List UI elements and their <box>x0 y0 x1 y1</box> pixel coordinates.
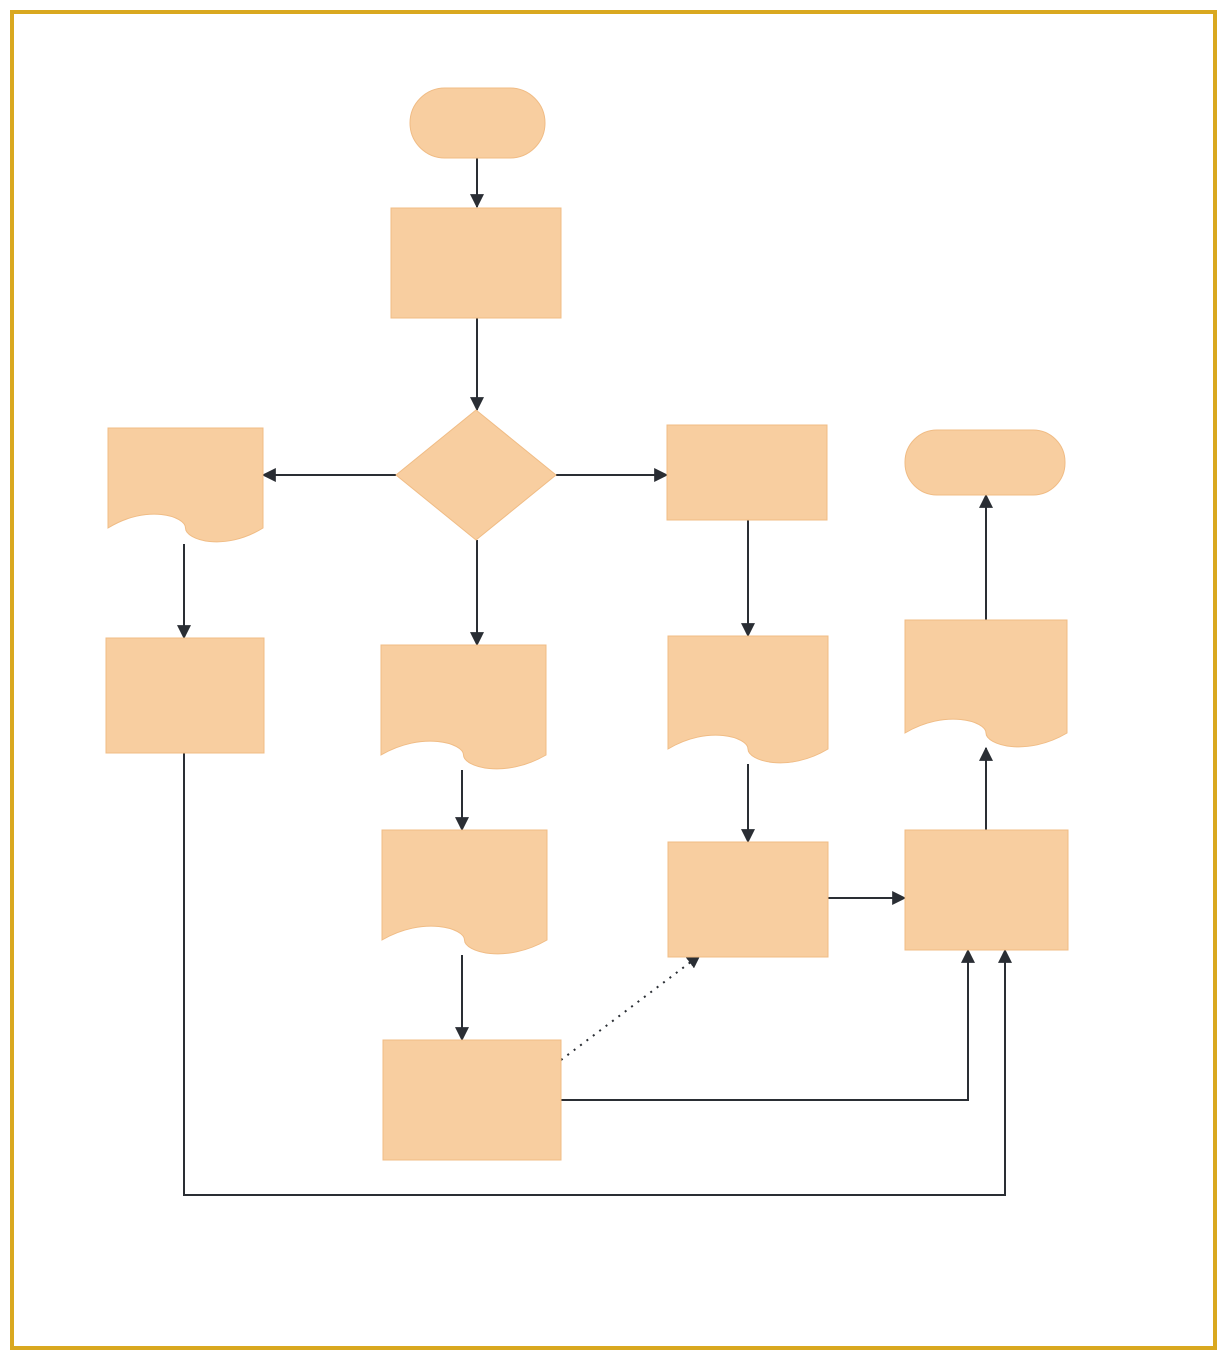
node-start <box>410 88 545 158</box>
flowchart-canvas <box>0 0 1227 1360</box>
node-rectFR2 <box>905 830 1068 950</box>
node-rectM3 <box>383 1040 561 1160</box>
node-end <box>905 430 1065 495</box>
flowchart-svg <box>0 0 1227 1360</box>
node-rectR <box>667 425 827 520</box>
node-proc1 <box>391 208 561 318</box>
node-rectL2 <box>106 638 264 753</box>
node-rectR2 <box>668 842 828 957</box>
